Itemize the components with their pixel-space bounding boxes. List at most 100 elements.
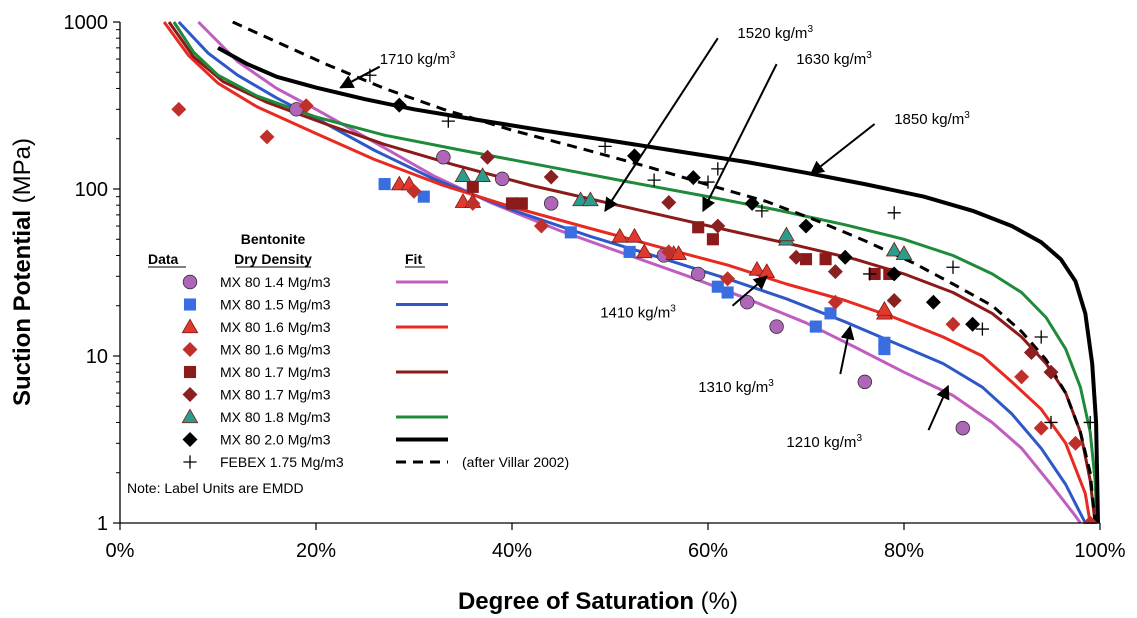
data-point bbox=[406, 183, 422, 199]
data-point bbox=[824, 307, 837, 320]
series-points bbox=[480, 149, 1059, 380]
density-annotation: 1520 kg/m3 bbox=[737, 24, 813, 42]
annotation-text: 1630 kg/m bbox=[796, 51, 866, 68]
data-point bbox=[1034, 330, 1048, 344]
data-point bbox=[627, 148, 642, 164]
annotation-arrow bbox=[927, 384, 950, 431]
data-point bbox=[391, 97, 407, 113]
data-point bbox=[466, 180, 479, 193]
legend-entry-label: MX 80 1.5 Mg/m3 bbox=[220, 297, 331, 313]
legend-marker bbox=[182, 387, 198, 402]
annotation-text: 1520 kg/m bbox=[737, 25, 807, 42]
annotation-sup: 3 bbox=[807, 24, 813, 35]
fit-line bbox=[197, 21, 1082, 524]
annotation-sup: 3 bbox=[450, 50, 456, 61]
legend-marker bbox=[181, 318, 199, 334]
legend-title: Bentonite bbox=[241, 231, 306, 247]
data-point bbox=[1023, 344, 1039, 360]
density-annotation: 1850 kg/m3 bbox=[894, 110, 970, 128]
data-point bbox=[827, 264, 843, 280]
series-points bbox=[378, 178, 891, 356]
legend-marker bbox=[182, 274, 198, 290]
data-point bbox=[441, 114, 455, 128]
legend-col-data: Data bbox=[148, 251, 179, 267]
y-tick-label: 1000 bbox=[64, 12, 109, 34]
data-point bbox=[975, 322, 989, 336]
data-point bbox=[809, 320, 822, 333]
data-point bbox=[744, 195, 760, 211]
data-point bbox=[837, 249, 853, 265]
data-point bbox=[945, 316, 961, 332]
annotation-text: 1710 kg/m bbox=[380, 51, 450, 68]
data-point bbox=[798, 218, 814, 234]
data-point bbox=[721, 286, 734, 299]
x-tick-label: 40% bbox=[492, 540, 532, 562]
fit-line bbox=[217, 46, 1100, 524]
legend-entry-label: FEBEX 1.75 Mg/m3 bbox=[220, 454, 344, 470]
data-point bbox=[788, 249, 804, 265]
data-point bbox=[1068, 435, 1083, 451]
data-point bbox=[1014, 369, 1030, 385]
annotation-sup: 3 bbox=[856, 433, 862, 444]
legend-entry-label: MX 80 1.8 Mg/m3 bbox=[220, 409, 331, 425]
data-point bbox=[711, 280, 724, 293]
data-point bbox=[626, 227, 643, 243]
data-point bbox=[474, 167, 491, 182]
data-point bbox=[819, 253, 832, 266]
plot-marks bbox=[162, 21, 1100, 524]
legend-marker bbox=[182, 432, 198, 447]
data-point bbox=[494, 171, 510, 187]
data-point bbox=[598, 139, 612, 153]
data-point bbox=[827, 294, 843, 310]
data-point bbox=[564, 226, 577, 239]
data-point bbox=[685, 170, 701, 186]
data-point bbox=[965, 316, 981, 332]
y-tick-label: 1 bbox=[97, 513, 108, 535]
density-annotation: 1210 kg/m3 bbox=[786, 433, 862, 451]
legend-entry-label: MX 80 1.6 Mg/m3 bbox=[220, 342, 331, 358]
density-annotation: 1710 kg/m3 bbox=[380, 50, 456, 68]
data-point bbox=[799, 253, 813, 266]
data-point bbox=[955, 420, 971, 436]
data-point bbox=[582, 191, 599, 207]
data-point bbox=[298, 98, 314, 114]
data-point bbox=[1083, 415, 1097, 430]
annotation-arrow bbox=[604, 37, 719, 213]
x-axis-title: Degree of Saturation (%) bbox=[458, 588, 738, 615]
legend: Bentonite Data Dry Density Fit MX 80 1.4 Mg/… bbox=[127, 231, 569, 496]
legend-marker bbox=[183, 455, 197, 469]
data-point bbox=[611, 227, 629, 243]
data-point bbox=[661, 244, 677, 260]
series-points bbox=[171, 98, 1098, 524]
annotation-text: 1310 kg/m bbox=[698, 379, 768, 396]
density-annotation: 1630 kg/m3 bbox=[796, 50, 872, 68]
data-point bbox=[1033, 420, 1049, 436]
data-point bbox=[706, 233, 719, 246]
fit-line bbox=[177, 21, 1087, 524]
legend-marker bbox=[183, 365, 197, 379]
series-points bbox=[289, 102, 971, 436]
legend-entry-label: MX 80 1.4 Mg/m3 bbox=[220, 274, 331, 290]
data-point bbox=[885, 241, 903, 257]
series-points bbox=[391, 97, 981, 332]
legend-marker bbox=[183, 298, 197, 311]
x-axis-title-bold: Degree of Saturation bbox=[458, 588, 694, 615]
legend-entry-label: MX 80 2.0 Mg/m3 bbox=[220, 432, 331, 448]
legend-entry-label: MX 80 1.6 Mg/m3 bbox=[220, 319, 331, 335]
annotation-arrow bbox=[809, 123, 876, 175]
y-axis-title: Suction Potential (MPa) bbox=[9, 138, 36, 406]
data-point bbox=[1044, 415, 1058, 430]
x-tick-label: 20% bbox=[296, 540, 336, 562]
data-point bbox=[454, 167, 472, 182]
data-point bbox=[259, 129, 275, 145]
x-tick-label: 80% bbox=[884, 540, 924, 562]
legend-marker bbox=[182, 342, 198, 357]
annotation-sup: 3 bbox=[964, 110, 970, 121]
series-points bbox=[466, 180, 896, 280]
data-point bbox=[661, 195, 677, 210]
data-point bbox=[465, 195, 481, 211]
data-point bbox=[886, 293, 902, 308]
density-annotation: 1410 kg/m3 bbox=[600, 304, 676, 322]
